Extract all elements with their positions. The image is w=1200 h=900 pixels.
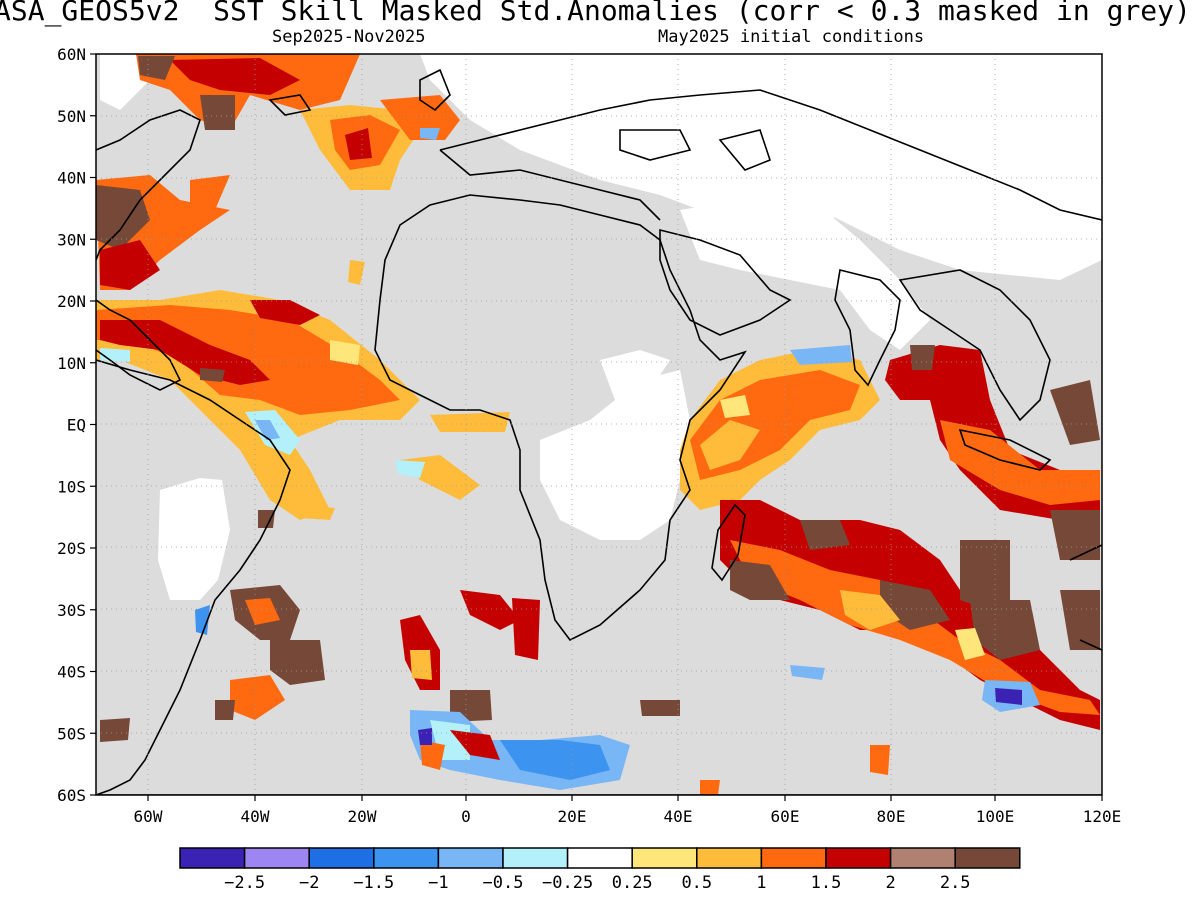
- graticule: [96, 54, 1102, 795]
- lon-label: 100E: [976, 807, 1015, 826]
- colorbar-label: −2.5: [224, 873, 265, 893]
- colorbar-label: −1: [428, 873, 448, 893]
- colorbar-swatch: [954, 847, 1021, 869]
- colorbar-swatch: [696, 847, 763, 869]
- lat-label: 30N: [57, 230, 86, 249]
- lon-label: 120E: [1083, 807, 1122, 826]
- latitude-axis: 60N 50N 40N 30N 20N 10N EQ 10S 20S 30S 40S 50S 60S: [57, 45, 96, 805]
- lat-label: 40N: [57, 169, 86, 188]
- longitude-axis: 60W 40W 20W 0 20E 40E 60E 80E 100E 120E: [134, 795, 1122, 826]
- lat-label: 60N: [57, 45, 86, 64]
- lon-label: 20W: [348, 807, 377, 826]
- unmasked-areas: [100, 54, 1102, 600]
- lon-label: 60E: [771, 807, 800, 826]
- colorbar-swatch: [889, 847, 956, 869]
- lon-label: 20E: [558, 807, 587, 826]
- lon-label: 40E: [664, 807, 693, 826]
- colorbar-swatch: [243, 847, 310, 869]
- colorbar-label: 2: [885, 873, 895, 893]
- colorbar-swatch: [825, 847, 892, 869]
- lon-label: 80E: [877, 807, 906, 826]
- colorbar-label: 0.25: [612, 873, 653, 893]
- map-title: ASA_GEOS5v2 SST Skill Masked Std.Anomali…: [0, 0, 1191, 27]
- lat-label: 10N: [57, 354, 86, 373]
- colorbar-label: −0.25: [542, 873, 593, 893]
- colorbar-swatch: [373, 847, 440, 869]
- colorbar-label: 1.5: [811, 873, 842, 893]
- lat-label: 40S: [57, 663, 86, 682]
- coastline-outline-icon: [96, 68, 1102, 795]
- lat-label: 60S: [57, 786, 86, 805]
- colorbar-label: −1.5: [353, 873, 394, 893]
- lat-label: EQ: [67, 416, 86, 435]
- lat-label: 30S: [57, 601, 86, 620]
- map-layers: [96, 54, 1102, 795]
- initial-conditions: May2025 initial conditions: [658, 27, 925, 47]
- indian-ocean-anomaly: [680, 345, 1100, 530]
- western-atlantic-anomaly: [96, 175, 365, 290]
- lat-label: 10S: [57, 477, 86, 496]
- lat-label: 20N: [57, 292, 86, 311]
- colorbar-swatch: [437, 847, 504, 869]
- lon-label: 60W: [134, 807, 163, 826]
- colorbar-swatch: [179, 847, 246, 869]
- colorbar-swatch: [502, 847, 569, 869]
- south-atlantic-anomaly: [100, 585, 890, 795]
- colorbar-swatch: [631, 847, 698, 869]
- lon-label: 0: [461, 807, 471, 826]
- colorbar-label: −0.5: [483, 873, 524, 893]
- tropical-atlantic-anomaly: [96, 290, 510, 528]
- forecast-period: Sep2025-Nov2025: [272, 27, 426, 47]
- colorbar-label: 1: [756, 873, 766, 893]
- colorbar-label: 0.5: [681, 873, 712, 893]
- colorbar-label: 2.5: [940, 873, 971, 893]
- colorbar-swatch: [566, 847, 633, 869]
- south-indian-ocean-anomaly: [720, 500, 1100, 730]
- colorbar-swatch: [308, 847, 375, 869]
- colorbar-swatch: [760, 847, 827, 869]
- lat-label: 50S: [57, 724, 86, 743]
- lat-label: 50N: [57, 107, 86, 126]
- north-atlantic-anomaly: [136, 54, 460, 190]
- lon-label: 40W: [241, 807, 270, 826]
- colorbar: −2.5 −2 −1.5 −1 −0.5 −0.25 0.25 0.5 1 1.5 2 2.5: [179, 847, 1021, 893]
- lat-label: 20S: [57, 539, 86, 558]
- colorbar-label: −2: [299, 873, 319, 893]
